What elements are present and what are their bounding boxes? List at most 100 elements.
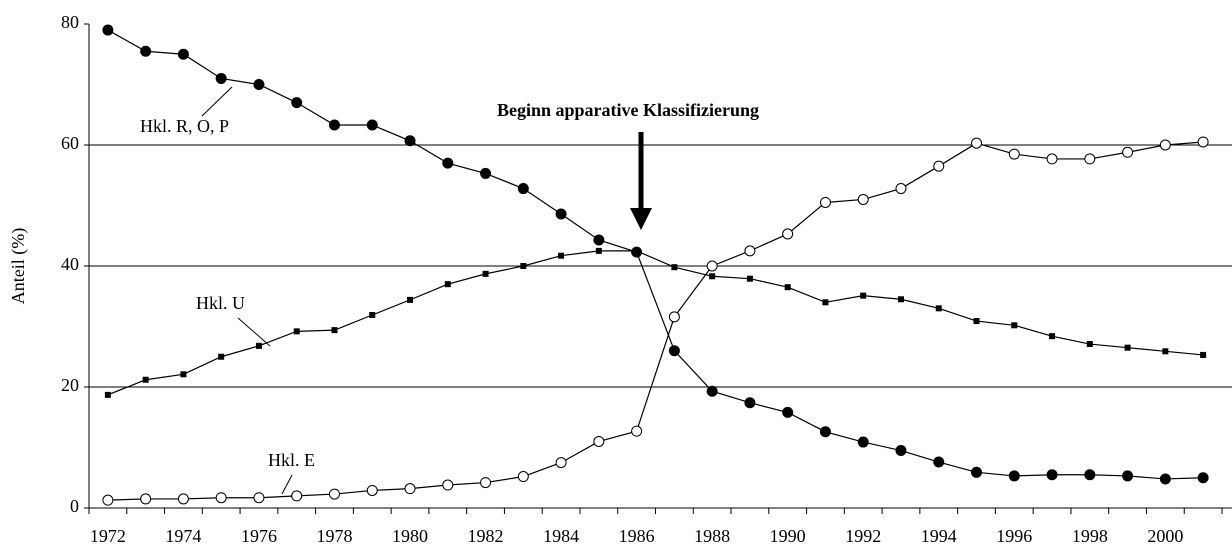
marker bbox=[1011, 322, 1018, 329]
marker bbox=[366, 484, 378, 496]
marker bbox=[668, 311, 680, 323]
marker bbox=[668, 345, 680, 357]
x-tick-label: 1980 bbox=[392, 526, 428, 546]
annotation-arrowhead bbox=[630, 208, 652, 230]
x-tick-label: 1972 bbox=[90, 526, 126, 546]
marker bbox=[593, 234, 605, 246]
marker bbox=[177, 48, 189, 60]
marker bbox=[328, 119, 340, 131]
marker bbox=[971, 137, 983, 149]
marker bbox=[407, 296, 414, 303]
marker bbox=[935, 305, 942, 312]
annotation: Beginn apparative Klassifizierung bbox=[497, 100, 759, 120]
x-tick-label: 1988 bbox=[694, 526, 730, 546]
marker bbox=[520, 263, 527, 269]
x-tick-label: 1976 bbox=[241, 526, 277, 546]
marker bbox=[1008, 148, 1020, 160]
marker bbox=[1124, 344, 1131, 351]
marker bbox=[973, 318, 980, 325]
marker bbox=[482, 270, 489, 277]
series-line bbox=[107, 29, 1204, 480]
marker bbox=[784, 284, 791, 291]
marker bbox=[1159, 139, 1171, 151]
x-tick-label: 1978 bbox=[316, 526, 352, 546]
marker bbox=[631, 425, 643, 437]
marker bbox=[291, 97, 303, 109]
x-tick-label: 1984 bbox=[543, 526, 579, 546]
marker bbox=[746, 275, 753, 282]
marker bbox=[706, 385, 718, 397]
marker bbox=[895, 183, 907, 195]
marker bbox=[1162, 348, 1169, 355]
x-tick-label: 1990 bbox=[770, 526, 806, 546]
marker bbox=[102, 494, 114, 506]
marker bbox=[1049, 333, 1056, 340]
marker bbox=[1200, 351, 1207, 358]
marker bbox=[253, 492, 265, 504]
marker bbox=[142, 376, 149, 383]
marker bbox=[404, 135, 416, 147]
series-label: Hkl. E bbox=[268, 450, 315, 470]
x-tick-label: 2000 bbox=[1147, 526, 1183, 546]
marker bbox=[404, 483, 416, 495]
marker bbox=[180, 371, 187, 378]
x-tick-label: 1982 bbox=[468, 526, 504, 546]
x-tick-label: 1996 bbox=[996, 526, 1032, 546]
x-tick-label: 1986 bbox=[619, 526, 655, 546]
grid bbox=[89, 144, 1232, 388]
y-tick-label: 20 bbox=[61, 375, 79, 395]
marker bbox=[1008, 470, 1020, 482]
y-tick-label: 60 bbox=[61, 133, 79, 153]
marker bbox=[971, 466, 983, 478]
marker bbox=[442, 157, 454, 169]
marker bbox=[1122, 470, 1134, 482]
marker bbox=[253, 79, 265, 90]
marker bbox=[480, 167, 492, 179]
series-label: Hkl. R, O, P bbox=[140, 116, 229, 136]
marker bbox=[782, 406, 794, 418]
marker bbox=[633, 247, 640, 254]
marker bbox=[369, 312, 376, 319]
marker bbox=[1159, 473, 1171, 485]
y-tick-label: 0 bbox=[70, 496, 79, 516]
marker bbox=[706, 260, 718, 272]
marker bbox=[782, 228, 794, 240]
x-tick-label: 1998 bbox=[1072, 526, 1108, 546]
marker bbox=[442, 479, 454, 491]
marker bbox=[517, 183, 529, 195]
marker bbox=[1084, 153, 1096, 165]
y-tick-label: 40 bbox=[61, 254, 79, 274]
marker bbox=[933, 456, 945, 468]
marker bbox=[857, 193, 869, 205]
marker bbox=[218, 353, 225, 360]
leader-line bbox=[201, 86, 233, 117]
marker bbox=[819, 426, 831, 438]
marker bbox=[104, 391, 111, 398]
marker bbox=[140, 493, 152, 505]
series-line bbox=[107, 141, 1204, 501]
marker bbox=[1084, 469, 1096, 481]
marker bbox=[819, 196, 831, 208]
marker bbox=[1086, 341, 1093, 348]
marker bbox=[933, 160, 945, 172]
marker bbox=[555, 457, 567, 469]
marker bbox=[366, 119, 378, 131]
marker bbox=[1046, 153, 1058, 165]
marker bbox=[255, 342, 262, 349]
marker bbox=[857, 436, 869, 448]
x-tick-label: 1994 bbox=[921, 526, 957, 546]
marker bbox=[593, 435, 605, 447]
marker bbox=[860, 292, 867, 299]
marker bbox=[140, 45, 152, 57]
marker bbox=[897, 296, 904, 303]
marker bbox=[595, 247, 602, 254]
marker bbox=[102, 24, 114, 36]
marker bbox=[480, 477, 492, 489]
marker bbox=[1046, 469, 1058, 481]
marker bbox=[517, 471, 529, 483]
marker bbox=[291, 490, 303, 502]
series-line bbox=[107, 250, 1204, 396]
marker bbox=[558, 252, 565, 259]
